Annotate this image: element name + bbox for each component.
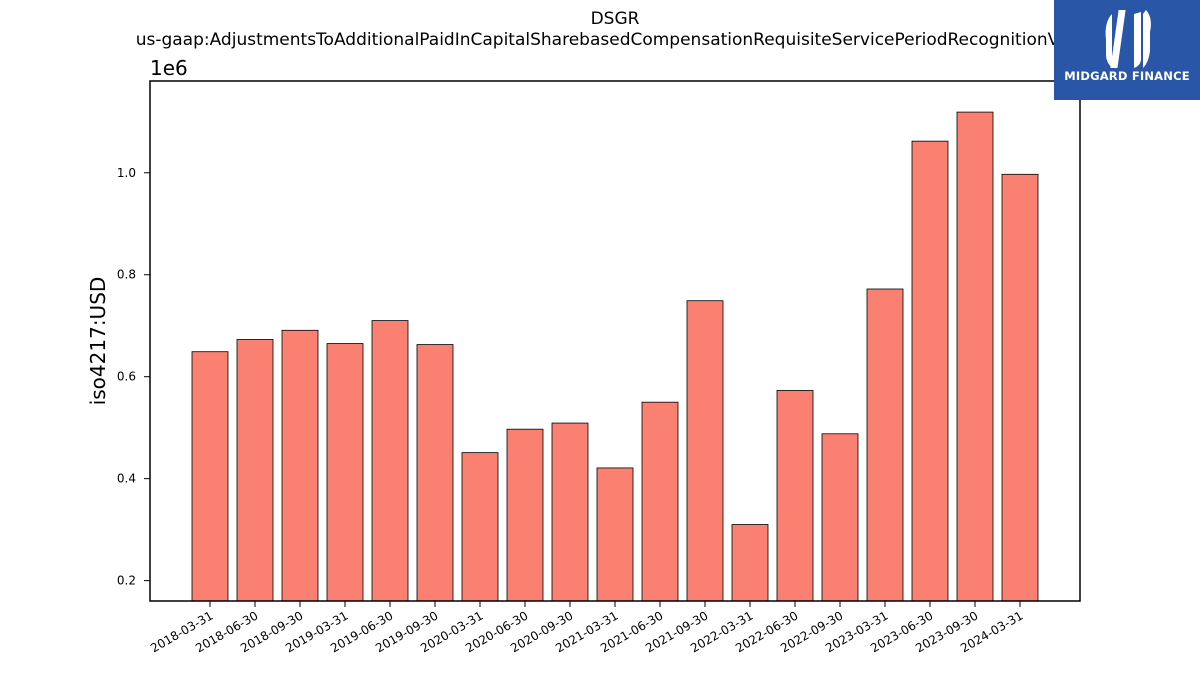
bar-2020-09-30 <box>551 422 589 602</box>
y-tick-label: 0.8 <box>117 268 136 282</box>
bar-2021-06-30 <box>641 401 679 602</box>
bar-2023-06-30 <box>911 140 949 602</box>
chart-subtitle: us-gaap:AdjustmentsToAdditionalPaidInCap… <box>135 30 1095 50</box>
bar-2019-09-30 <box>416 344 454 602</box>
y-axis: 0.2 0.4 0.6 0.8 1.0 <box>117 166 150 588</box>
logo-mark-icon <box>1105 10 1151 68</box>
brand-logo: MIDGARD FINANCE <box>1054 0 1200 100</box>
bar-2022-06-30 <box>776 390 814 602</box>
y-tick-label: 1.0 <box>117 166 136 180</box>
bar-2019-06-30 <box>371 320 409 602</box>
logo-text: MIDGARD FINANCE <box>1064 69 1190 83</box>
bar-2021-03-31 <box>596 467 634 602</box>
chart-title: DSGR <box>590 9 640 29</box>
bar-2021-09-30 <box>686 300 724 602</box>
bar-2020-03-31 <box>461 452 499 602</box>
y-axis-label: iso4217:USD <box>86 277 110 406</box>
bar-2022-03-31 <box>731 524 769 602</box>
bar-2023-09-30 <box>956 111 994 602</box>
bar-2018-06-30 <box>236 339 274 602</box>
bar-2018-09-30 <box>281 329 319 602</box>
y-tick-label: 0.6 <box>117 370 136 384</box>
bar-2019-03-31 <box>326 343 364 602</box>
y-tick-label: 0.2 <box>117 574 136 588</box>
bar-2022-09-30 <box>821 433 859 602</box>
y-tick-label: 0.4 <box>117 472 136 486</box>
bar-2023-03-31 <box>866 288 904 602</box>
bars-group <box>191 111 1039 602</box>
bar-2020-06-30 <box>506 428 544 602</box>
y-scale-label: 1e6 <box>150 56 188 80</box>
bar-2018-03-31 <box>191 351 229 602</box>
x-axis: 2018-03-312018-06-302018-09-302019-03-31… <box>148 601 1026 655</box>
bar-2024-03-31 <box>1001 173 1039 602</box>
